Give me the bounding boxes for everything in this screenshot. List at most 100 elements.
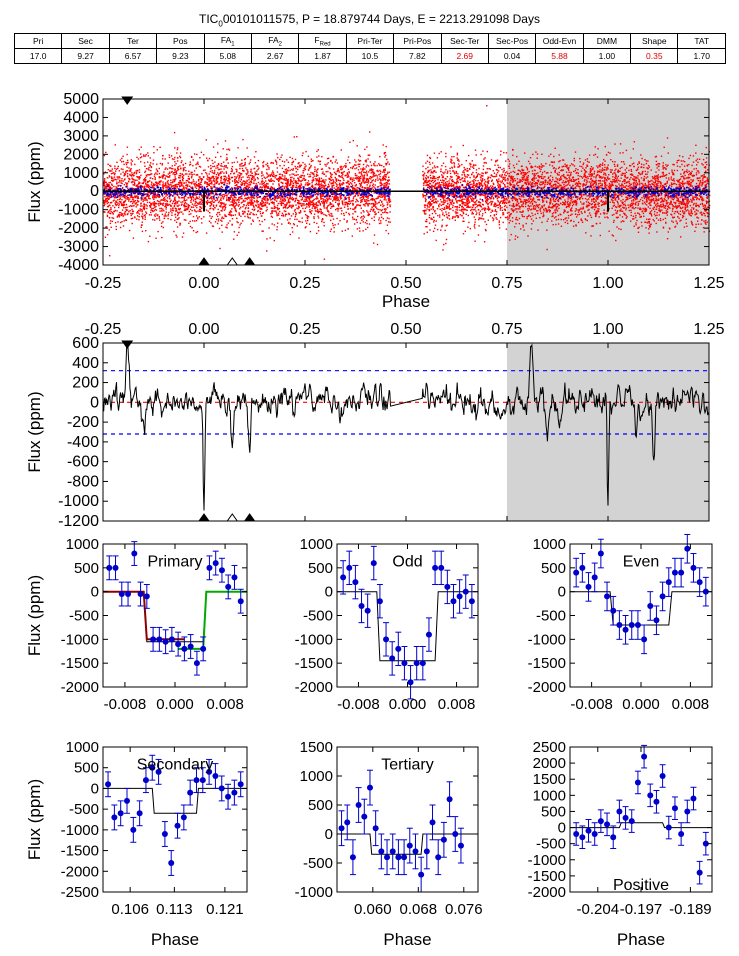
data-point — [641, 624, 648, 655]
chart-even: -2000 -1500 -1000 -500 0 500 1000 -0.008 0.000 0.… — [528, 533, 713, 713]
data-point — [616, 610, 623, 640]
point-marker — [218, 785, 225, 792]
metric-value-5: 2.67 — [250, 48, 300, 64]
data-point — [690, 553, 697, 583]
chart-phase-binned: -1200 -1000 -800 -600 -400 -200 0 200 400 600-0.2… — [25, 321, 725, 530]
point-marker — [237, 598, 244, 605]
event-marker — [121, 340, 134, 349]
data-point — [355, 787, 362, 823]
data-point — [106, 555, 113, 581]
data-point — [690, 786, 697, 811]
point-marker — [358, 602, 365, 609]
data-point — [406, 827, 413, 864]
plot-frame — [102, 746, 248, 893]
x-axis-label: Phase — [382, 292, 430, 311]
data-point — [384, 839, 391, 876]
point-marker — [175, 641, 182, 648]
point-marker — [401, 660, 408, 667]
point-marker — [344, 819, 351, 826]
data-point — [237, 771, 244, 798]
x-tick-label: -0.197 — [620, 901, 663, 918]
data-point — [142, 767, 149, 794]
y-tick-label: 2000 — [63, 146, 99, 163]
x-tick-label: -0.008 — [104, 696, 147, 713]
point-marker — [212, 560, 219, 567]
data-point — [218, 775, 225, 802]
point-marker — [653, 798, 660, 805]
data-point — [671, 796, 678, 820]
data-point — [573, 557, 580, 588]
y-tick-label: -500 — [536, 836, 566, 853]
y-tick-label: -1200 — [58, 513, 99, 530]
data-point — [125, 581, 132, 607]
point-marker — [225, 793, 232, 800]
data-point — [423, 833, 430, 870]
data-point — [653, 605, 660, 636]
data-point — [389, 833, 396, 870]
point-marker — [444, 583, 451, 590]
y-tick-label: 500 — [541, 560, 566, 577]
x-tick-label: -0.189 — [669, 901, 712, 918]
point-marker — [407, 679, 414, 686]
point-marker — [579, 564, 586, 571]
point-marker — [150, 636, 157, 643]
data-point — [370, 545, 377, 581]
y-tick-label: -500 — [303, 855, 333, 872]
data-point — [413, 645, 420, 681]
data-point — [231, 779, 238, 806]
data-point — [401, 645, 408, 681]
y-axis-label: Flux (ppm) — [25, 575, 44, 656]
panel-label: Even — [623, 553, 659, 570]
chart-secondary: -2500 -2000 -1500 -1000 -500 0 500 1000 0.106 0.1… — [25, 739, 248, 949]
y-tick-label: 1000 — [533, 536, 566, 553]
x-tick-label-top: 0.25 — [289, 321, 320, 338]
data-point — [372, 810, 379, 847]
metric-value-11: 5.88 — [535, 48, 584, 64]
point-marker — [653, 617, 660, 624]
x-tick-label-top: 0.75 — [491, 321, 522, 338]
panel-label: Positive — [613, 877, 669, 894]
x-tick-label: 0.068 — [400, 901, 438, 918]
point-marker — [456, 593, 463, 600]
metrics-table: Pri Sec Ter Pos FA1 FA2 FRed Pri-Ter Pri-Pos Sec-… — [13, 33, 726, 64]
y-tick-label: -600 — [67, 454, 99, 471]
point-marker — [187, 789, 194, 796]
data-point — [407, 665, 414, 700]
figure-title: TIC000101011575, P = 18.879744 Days, E =… — [199, 12, 540, 29]
point-marker — [338, 825, 345, 832]
panel-label: Odd — [392, 553, 422, 570]
point-marker — [634, 622, 641, 629]
y-tick-label: -1500 — [61, 655, 99, 672]
x-tick-label-top: 1.00 — [592, 321, 623, 338]
y-tick-label: -1500 — [61, 843, 99, 860]
data-point — [150, 626, 157, 652]
point-marker — [647, 602, 654, 609]
y-tick-label: -500 — [69, 608, 99, 625]
x-tick-label: 0.75 — [491, 275, 522, 292]
data-point — [684, 533, 691, 564]
point-marker — [440, 836, 447, 843]
data-point — [338, 810, 345, 847]
point-marker — [457, 842, 464, 849]
y-tick-label: 5000 — [63, 91, 99, 108]
point-marker — [432, 564, 439, 571]
x-tick-label: 0.000 — [156, 696, 194, 713]
point-marker — [412, 848, 419, 855]
point-marker — [641, 753, 648, 760]
x-tick-label: 0.008 — [438, 696, 476, 713]
y-tick-label: -1000 — [58, 202, 99, 219]
data-point — [162, 629, 169, 655]
point-marker — [622, 626, 629, 633]
x-tick-label: 1.25 — [693, 275, 724, 292]
data-point — [131, 541, 138, 566]
data-point — [665, 567, 672, 597]
point-marker — [604, 821, 611, 828]
point-marker — [340, 574, 347, 581]
data-point — [622, 615, 629, 645]
data-point — [383, 622, 390, 657]
y-tick-label: -1000 — [295, 631, 333, 648]
point-marker — [352, 579, 359, 586]
y-tick-label: -2000 — [61, 679, 99, 696]
data-point — [395, 631, 402, 667]
data-point — [187, 779, 194, 806]
